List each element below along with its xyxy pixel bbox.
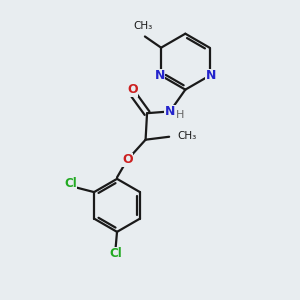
Text: N: N <box>154 69 165 82</box>
Text: N: N <box>164 105 175 118</box>
Text: Cl: Cl <box>109 248 122 260</box>
Text: O: O <box>122 153 133 166</box>
Text: O: O <box>127 83 138 96</box>
Text: N: N <box>206 69 216 82</box>
Text: H: H <box>176 110 184 120</box>
Text: Cl: Cl <box>64 177 77 190</box>
Text: CH₃: CH₃ <box>177 131 196 141</box>
Text: CH₃: CH₃ <box>134 21 153 31</box>
